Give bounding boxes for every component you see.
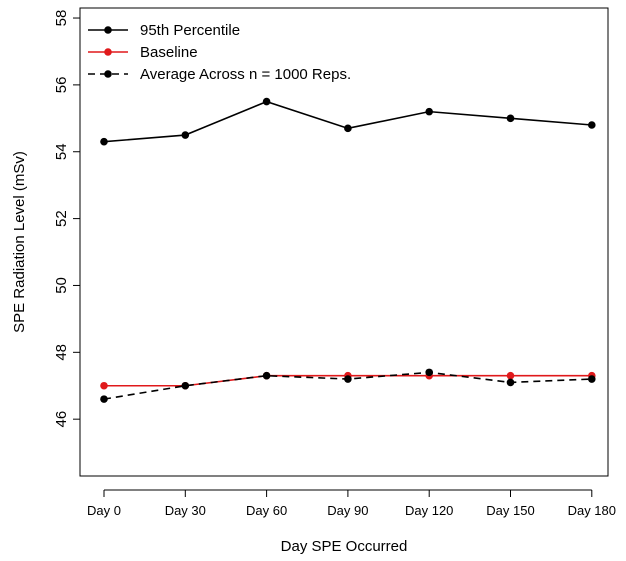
- data-point: [588, 375, 596, 383]
- data-point: [425, 368, 434, 377]
- legend-entry: Baseline: [88, 44, 198, 61]
- legend-marker: [104, 70, 112, 78]
- y-tick-label: 58: [53, 10, 70, 27]
- data-point: [506, 114, 515, 123]
- data-point: [344, 375, 352, 383]
- legend-label: 95th Percentile: [140, 22, 240, 39]
- series-3: [100, 368, 596, 403]
- data-point: [344, 124, 352, 133]
- data-point: [425, 107, 434, 116]
- y-tick-label: 54: [53, 143, 70, 160]
- y-axis: 46 48 50 52 54 56 58: [53, 10, 80, 428]
- legend-marker: [104, 48, 112, 56]
- legend-entry: 95th Percentile: [88, 22, 240, 39]
- x-tick-label: Day 120: [405, 503, 453, 518]
- y-tick-label: 50: [53, 277, 70, 294]
- x-axis: Day 0 Day 30 Day 60 Day 90 Day 120 Day 150 Day…: [87, 489, 616, 518]
- data-point: [181, 381, 190, 390]
- data-point: [262, 97, 271, 106]
- series-layer: [100, 97, 596, 403]
- x-axis-title: Day SPE Occurred: [281, 538, 408, 555]
- x-tick-label: Day 90: [327, 503, 368, 518]
- y-tick-label: 56: [53, 77, 70, 94]
- data-point: [262, 371, 271, 380]
- plot-frame: [79, 7, 609, 477]
- series-1: [100, 97, 596, 146]
- y-tick-label: 52: [53, 210, 70, 227]
- data-point: [181, 131, 190, 139]
- x-tick-label: Day 0: [87, 503, 121, 518]
- data-point: [100, 395, 108, 403]
- legend: 95th Percentile Baseline Average Across n …: [88, 22, 351, 83]
- x-tick-label: Day 180: [568, 503, 616, 518]
- legend-label: Baseline: [140, 44, 198, 61]
- legend-entry: Average Across n = 1000 Reps.: [88, 66, 351, 83]
- legend-label: Average Across n = 1000 Reps.: [140, 66, 351, 83]
- legend-marker: [104, 26, 112, 34]
- y-tick-label: 46: [53, 411, 70, 428]
- x-tick-label: Day 150: [486, 503, 534, 518]
- y-axis-title: SPE Radiation Level (mSv): [11, 151, 28, 333]
- x-tick-label: Day 60: [246, 503, 287, 518]
- data-point: [506, 371, 515, 380]
- series-line: [103, 100, 592, 143]
- data-point: [100, 381, 108, 390]
- data-point: [100, 137, 108, 146]
- y-tick-label: 48: [53, 344, 70, 361]
- data-point: [506, 378, 515, 387]
- x-tick-label: Day 30: [165, 503, 206, 518]
- data-point: [588, 121, 596, 129]
